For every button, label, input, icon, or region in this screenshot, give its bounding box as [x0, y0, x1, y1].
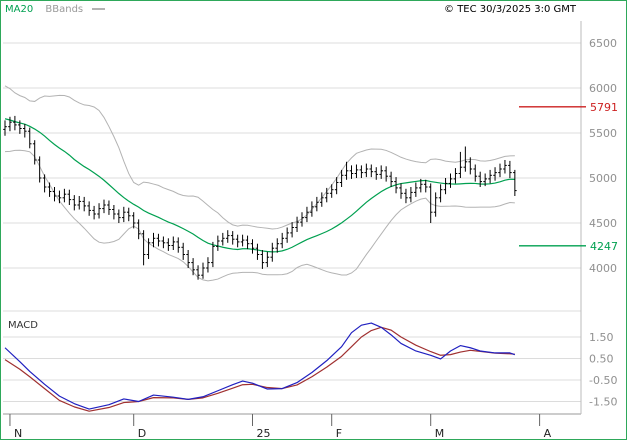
- price-tick-label: 6500: [589, 37, 617, 50]
- bbands-line-sample-icon: [92, 8, 106, 10]
- month-label: F: [336, 427, 342, 440]
- price-tick-label: 5000: [589, 172, 617, 185]
- price-tick-label: 6000: [589, 82, 617, 95]
- bollinger-lower-line: [4, 149, 515, 282]
- legend: MA20 BBands: [5, 4, 106, 16]
- copyright-text: © TEC 30/3/2025 3:0 GMT: [444, 4, 576, 15]
- level-label: 4247: [590, 240, 618, 253]
- macd-line: [4, 322, 516, 410]
- macd-tick-label: -1.50: [589, 396, 617, 409]
- bbands-legend-label: BBands: [45, 4, 84, 15]
- ma20-legend-label: MA20: [5, 4, 34, 15]
- month-label: 25: [257, 427, 271, 440]
- price-tick-label: 4000: [589, 262, 617, 275]
- macd-tick-label: -0.50: [589, 374, 617, 387]
- bollinger-upper-line: [4, 85, 515, 230]
- price-tick-label: 5500: [589, 127, 617, 140]
- macd-signal-line: [4, 326, 515, 412]
- month-label: D: [138, 427, 146, 440]
- macd-tick-label: 1.50: [589, 331, 614, 344]
- month-label: A: [544, 427, 552, 440]
- macd-tick-label: 0.50: [589, 353, 614, 366]
- month-label: M: [435, 427, 445, 440]
- macd-panel-label: MACD: [8, 320, 38, 331]
- level-label: 5791: [590, 101, 618, 114]
- price-tick-label: 4500: [589, 217, 617, 230]
- ma20-line: [4, 118, 515, 253]
- month-label: N: [14, 427, 22, 440]
